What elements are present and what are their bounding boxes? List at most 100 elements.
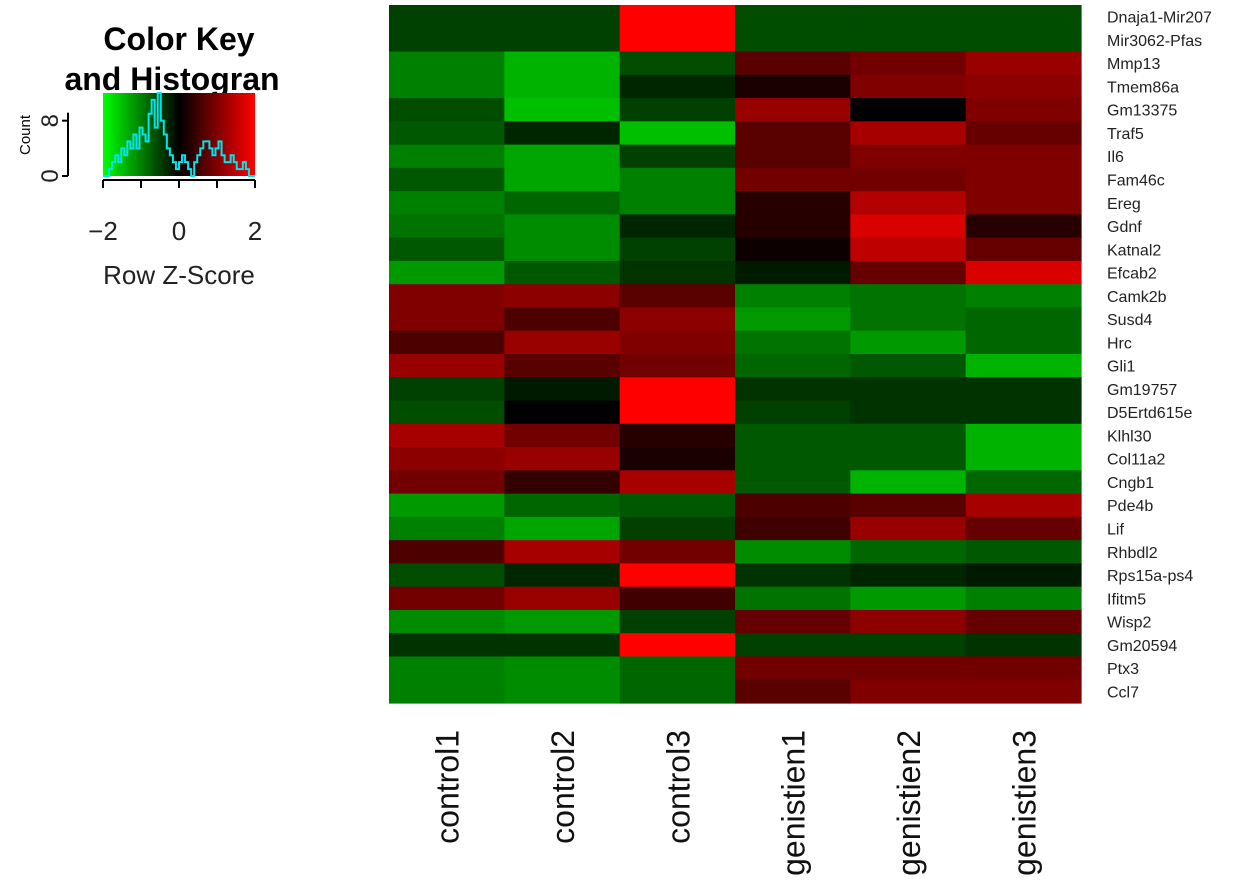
heatmap-cell (619, 284, 736, 309)
heatmap-cell (619, 563, 736, 588)
heatmap-cell (504, 51, 621, 76)
heatmap-cell (965, 237, 1082, 262)
heatmap-cell (735, 586, 851, 611)
heatmap-cell (965, 447, 1082, 471)
heatmap-cell (735, 447, 851, 471)
heatmap-cell (735, 493, 851, 518)
heatmap-cell (850, 237, 967, 262)
heatmap-cell (965, 191, 1082, 215)
heatmap-cell (504, 493, 621, 518)
heatmap-cell (619, 307, 736, 332)
heatmap-cell (389, 586, 505, 611)
row-label: Gm13375 (1107, 103, 1177, 120)
column-label: control1 (430, 730, 466, 844)
heatmap-cell (850, 493, 967, 518)
heatmap-cell (965, 540, 1082, 564)
color-key-ylabel: Count (17, 114, 34, 155)
heatmap-cell (504, 214, 621, 239)
column-labels: control1 control2 control3 genistien1 genist… (430, 730, 1043, 876)
heatmap-cell (850, 51, 967, 76)
heatmap-cell (504, 563, 621, 588)
heatmap-cell (850, 191, 967, 215)
heatmap-cell (389, 540, 505, 564)
heatmap-cell (389, 330, 505, 355)
heatmap-cell (504, 516, 621, 541)
heatmap-cell (850, 586, 967, 611)
heatmap-cell (735, 28, 851, 53)
column-label: genistien3 (1006, 730, 1042, 876)
heatmap-cell (504, 98, 621, 122)
heatmap-cell (504, 121, 621, 146)
heatmap-cell (619, 354, 736, 378)
heatmap-cell (389, 563, 505, 588)
heatmap-cell (504, 470, 621, 495)
color-key-y-axis: 08 (37, 112, 69, 183)
heatmap-cell (965, 609, 1082, 634)
heatmap-cell (850, 633, 967, 658)
heatmap-cell (965, 400, 1082, 425)
heatmap-cell (965, 284, 1082, 309)
color-key-x-tick: 0 (172, 216, 186, 246)
heatmap-cell (850, 516, 967, 541)
color-key-y-tick: 0 (37, 169, 64, 182)
color-key-x-tick: 2 (248, 216, 262, 246)
row-label: Gli1 (1107, 359, 1136, 376)
row-label: Rps15a-ps4 (1107, 568, 1193, 585)
heatmap-cell (504, 307, 621, 332)
row-label: Tmem86a (1107, 79, 1179, 96)
heatmap-cell (504, 400, 621, 425)
column-label: control2 (545, 730, 581, 844)
heatmap-cell (850, 284, 967, 309)
heatmap-cell (619, 400, 736, 425)
heatmap-cell (619, 167, 736, 192)
heatmap-cell (619, 633, 736, 658)
row-label: Pde4b (1107, 498, 1153, 515)
row-label: Gm20594 (1107, 638, 1177, 655)
heatmap-cell (389, 28, 505, 53)
heatmap-cell (735, 540, 851, 564)
heatmap-cell (850, 260, 967, 285)
heatmap-cell (504, 540, 621, 564)
heatmap-cell (619, 540, 736, 564)
row-label: Ptx3 (1107, 661, 1139, 678)
heatmap-cell (619, 656, 736, 681)
row-label: Traf5 (1107, 126, 1144, 143)
color-key-y-tick: 8 (37, 114, 64, 127)
heatmap-cell (965, 330, 1082, 355)
heatmap-cell (619, 609, 736, 634)
heatmap-cell (735, 144, 851, 169)
heatmap-cell (735, 98, 851, 122)
heatmap-cell (389, 354, 505, 378)
heatmap-cell (850, 656, 967, 681)
heatmap-cell (850, 354, 967, 378)
heatmap-cell (735, 609, 851, 634)
heatmap-cell (619, 330, 736, 355)
heatmap-cell (965, 563, 1082, 588)
row-label: Mir3062-Pfas (1107, 33, 1202, 50)
heatmap-cell (965, 5, 1082, 29)
color-key-title-line2: and Histogran (64, 61, 279, 97)
color-key-xlabel: Row Z-Score (103, 260, 255, 290)
row-label: Hrc (1107, 335, 1132, 352)
heatmap-cell (850, 447, 967, 471)
heatmap-cell (965, 656, 1082, 681)
heatmap-cell (850, 307, 967, 332)
heatmap-cell (389, 74, 505, 99)
heatmap-cell (735, 354, 851, 378)
heatmap-cell (735, 423, 851, 448)
heatmap-cell (504, 284, 621, 309)
row-label: Lif (1107, 522, 1124, 539)
heatmap-cell (850, 540, 967, 564)
heatmap-cell (735, 400, 851, 425)
row-label: Gdnf (1107, 219, 1142, 236)
heatmap-grid (389, 5, 1082, 704)
heatmap-cell (850, 400, 967, 425)
heatmap-cell (965, 74, 1082, 99)
heatmap-cell (735, 679, 851, 704)
heatmap-cell (735, 656, 851, 681)
row-label: Cngb1 (1107, 475, 1154, 492)
heatmap-cell (389, 98, 505, 122)
heatmap-cell (735, 74, 851, 99)
heatmap-cell (504, 28, 621, 53)
